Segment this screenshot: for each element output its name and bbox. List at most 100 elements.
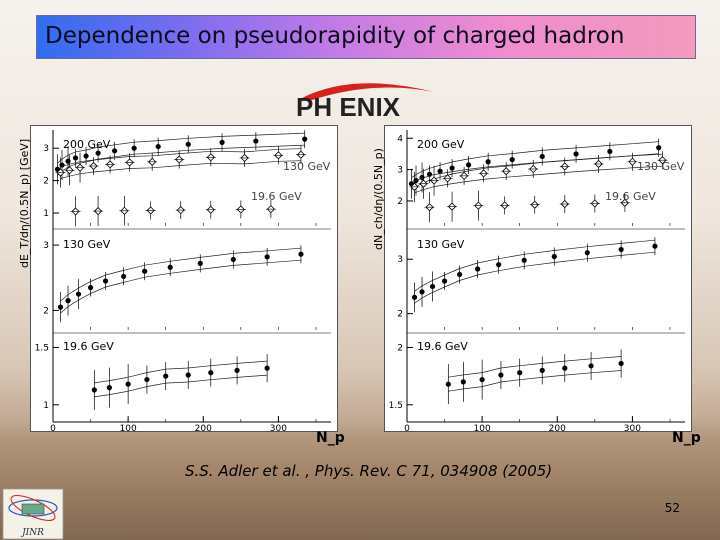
plot-left-svg: 0 100 200 300 1 2 3 200 GeV 130 GeV 19.6 GeV 2 3 130…: [35, 130, 331, 431]
right-p1-s0-point-4: [456, 271, 463, 278]
left-p1-s0-point-4: [102, 278, 109, 284]
left-p2-s0-point-7: [234, 367, 240, 373]
left-p1-s0-point-1: [65, 298, 71, 304]
right-p0-label-0: 200 GeV: [417, 138, 465, 151]
slide-title: Dependence on pseudorapidity of charged …: [45, 23, 625, 49]
left-xtick-label-3: 300: [270, 424, 287, 431]
left-p1-s0-point-3: [87, 284, 94, 291]
left-p2-s0-point-2: [125, 381, 131, 387]
left-p0-label-1: 130 GeV: [283, 160, 331, 173]
right-p1-s0-point-3: [441, 278, 448, 284]
left-p1-s0-point-5: [121, 273, 127, 280]
left-p2-label-0: 19.6 GeV: [63, 340, 114, 353]
right-p1-s0-band-upper: [414, 239, 655, 292]
citation: S.S. Adler et al. , Phys. Rev. C 71, 034…: [185, 462, 553, 480]
right-p1-s0-point-5: [475, 266, 481, 272]
right-xtick-label-2: 200: [549, 424, 566, 431]
right-p1-s0-point-2: [429, 283, 436, 290]
right-p2-s0-point-6: [562, 365, 568, 371]
right-p0-s1-band-upper: [414, 153, 663, 182]
right-p0-ytick-label-1: 3: [397, 166, 403, 176]
left-p2-s0-point-3: [144, 376, 150, 383]
jinr-orbit-2: [10, 495, 56, 521]
right-p2-s0-point-1: [460, 379, 466, 385]
left-p0-ytick-label-1: 2: [43, 177, 49, 187]
right-p0-s0-point-5: [449, 165, 455, 171]
left-p1-ytick-label-0: 2: [43, 306, 49, 316]
left-p1-s0-point-11: [298, 251, 304, 257]
right-p1-s0-band-lower: [414, 251, 655, 304]
left-p0-s1-band-upper: [60, 148, 301, 167]
left-p1-s0-point-6: [142, 268, 148, 274]
left-p2-ytick-label-0: 1: [43, 401, 49, 411]
left-p2-s0-point-5: [185, 372, 191, 378]
left-p0-s0-point-5: [95, 150, 101, 156]
left-p2-s0-point-0: [91, 387, 97, 393]
right-p0-s0-point-6: [466, 162, 472, 168]
left-p0-label-2: 19.6 GeV: [251, 190, 302, 203]
logo-swoosh: [302, 83, 434, 100]
jinr-building: [21, 503, 45, 515]
right-p0-ytick-label-0: 2: [397, 197, 403, 207]
right-p0-s0-point-8: [509, 156, 515, 163]
right-p2-ytick-label-0: 1.5: [389, 401, 403, 411]
page-number: 52: [664, 501, 680, 515]
left-p1-s0-band-upper: [60, 247, 301, 302]
right-p2-label-0: 19.6 GeV: [417, 340, 468, 353]
logo-text: PH ENIX: [296, 92, 401, 122]
left-p0-label-0: 200 GeV: [63, 138, 111, 151]
right-p1-s0-point-0: [411, 294, 418, 300]
left-p1-label-0: 130 GeV: [63, 238, 111, 251]
left-p2-s0-point-8: [264, 365, 270, 371]
right-p0-s0-point-10: [573, 151, 579, 157]
ylabel-left: dE_T/dη/(0.5N_p) [GeV]: [18, 138, 31, 268]
left-xtick-label-2: 200: [195, 424, 212, 431]
right-p0-label-1: 130 GeV: [637, 160, 685, 173]
left-p0-s0-point-6: [112, 148, 118, 154]
left-xtick-label-1: 100: [120, 424, 137, 431]
right-xtick-label-0: 0: [404, 424, 410, 431]
right-p0-s0-point-7: [485, 159, 491, 165]
left-p0-ytick-label-2: 3: [43, 144, 49, 154]
right-p1-s0-point-1: [419, 289, 425, 295]
right-p1-s0-point-7: [521, 257, 527, 263]
right-p2-s0-point-5: [539, 367, 545, 373]
left-p1-ytick-label-1: 3: [43, 241, 49, 251]
plot-right-svg: 0 100 200 300 2 3 4 200 GeV 130 GeV 19.6 GeV 2 3 130…: [389, 130, 685, 431]
left-p2-s0-point-6: [208, 370, 214, 376]
right-p2-s0-point-2: [479, 376, 485, 383]
right-p0-s0-point-4: [437, 168, 443, 174]
left-p1-s0-point-10: [264, 254, 270, 260]
right-p2-s0-point-8: [618, 360, 624, 367]
phenix-logo: PH ENIX: [296, 83, 434, 122]
right-xtick-label-1: 100: [474, 424, 491, 431]
left-p1-s0-point-2: [75, 291, 82, 297]
right-p0-s0-point-11: [607, 148, 613, 155]
right-p1-ytick-label-1: 3: [397, 255, 403, 265]
left-p1-s0-point-9: [230, 256, 236, 263]
left-xtick-label-0: 0: [50, 424, 56, 431]
right-p1-s0-point-8: [551, 253, 557, 260]
right-xtick-label-3: 300: [624, 424, 641, 431]
np-label-left: N_p: [316, 430, 345, 446]
left-p0-ytick-label-0: 1: [43, 209, 49, 219]
right-p1-label-0: 130 GeV: [417, 238, 465, 251]
right-p2-s0-point-0: [445, 381, 451, 387]
title-banner: Dependence on pseudorapidity of charged …: [36, 15, 696, 59]
ylabel-right: dN_ch/dη/(0.5N_p): [372, 148, 385, 250]
right-p0-ytick-label-2: 4: [397, 134, 403, 144]
right-p1-s0-point-10: [618, 246, 624, 253]
left-p0-s0-point-8: [155, 143, 161, 150]
right-p2-s0-point-7: [588, 363, 594, 369]
np-label-right: N_p: [672, 430, 701, 446]
right-p1-s0-point-6: [496, 262, 502, 268]
jinr-orbit-1: [8, 499, 58, 517]
right-p1-s0-point-11: [652, 243, 658, 249]
left-p1-s0-band-lower: [60, 259, 301, 314]
right-p2-s0-band-upper: [448, 356, 622, 378]
left-p1-s0-point-7: [167, 264, 173, 270]
left-p0-s0-point-10: [219, 139, 225, 145]
background-mountains: [0, 420, 720, 540]
left-p2-s0-point-4: [163, 373, 169, 379]
left-p0-s0-point-4: [83, 153, 89, 159]
